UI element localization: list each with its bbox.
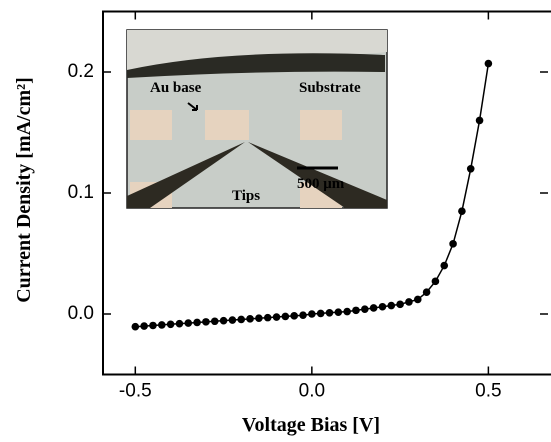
data-point — [308, 310, 316, 318]
data-point — [131, 322, 140, 331]
data-point — [228, 316, 237, 324]
x-tick-label: 0.0 — [299, 381, 325, 402]
data-point — [290, 312, 298, 320]
data-point — [281, 312, 290, 321]
data-point — [458, 207, 466, 215]
data-point — [316, 309, 325, 318]
data-point — [396, 300, 404, 309]
data-point — [475, 116, 484, 125]
plot-frame — [102, 10, 551, 376]
x-tick-label: -0.5 — [119, 381, 152, 402]
y-tick-label: 0.2 — [68, 61, 94, 82]
data-point — [149, 321, 157, 330]
data-point — [422, 288, 431, 297]
y-tick-label: 0.0 — [68, 303, 94, 324]
data-point — [246, 315, 254, 323]
data-point — [210, 317, 219, 326]
inset-label: 500 μm — [297, 176, 345, 192]
inset-label: Au base — [150, 80, 202, 96]
data-point — [405, 298, 413, 306]
data-point — [387, 301, 396, 310]
data-point — [272, 313, 281, 321]
x-axis-label: Voltage Bias [V] — [242, 414, 380, 436]
data-point — [431, 277, 440, 286]
data-point — [202, 318, 210, 326]
data-point — [299, 311, 307, 320]
data-point — [334, 308, 343, 316]
inset-label: Substrate — [299, 80, 361, 96]
data-point — [484, 59, 493, 68]
data-point — [255, 314, 263, 323]
inset-label: Tips — [232, 188, 260, 204]
data-point — [140, 322, 148, 330]
data-point — [369, 304, 378, 312]
data-point — [413, 295, 422, 304]
data-point — [378, 302, 387, 311]
inset-photo — [126, 29, 388, 209]
data-point — [343, 307, 351, 316]
data-point — [440, 261, 449, 270]
data-point — [219, 316, 228, 325]
data-point — [361, 305, 369, 313]
y-axis-label: Current Density [mA/cm²] — [13, 77, 35, 303]
data-point — [237, 315, 246, 324]
y-tick-label: 0.1 — [68, 182, 94, 203]
x-tick-label: 0.5 — [475, 381, 501, 402]
data-point — [166, 320, 175, 329]
data-point — [466, 165, 475, 173]
data-point — [184, 319, 193, 327]
data-point — [175, 319, 184, 328]
data-point — [157, 321, 166, 329]
data-point — [325, 308, 334, 317]
data-point — [449, 240, 457, 248]
data-point — [263, 313, 272, 322]
data-point — [352, 306, 360, 315]
data-point — [193, 318, 201, 327]
